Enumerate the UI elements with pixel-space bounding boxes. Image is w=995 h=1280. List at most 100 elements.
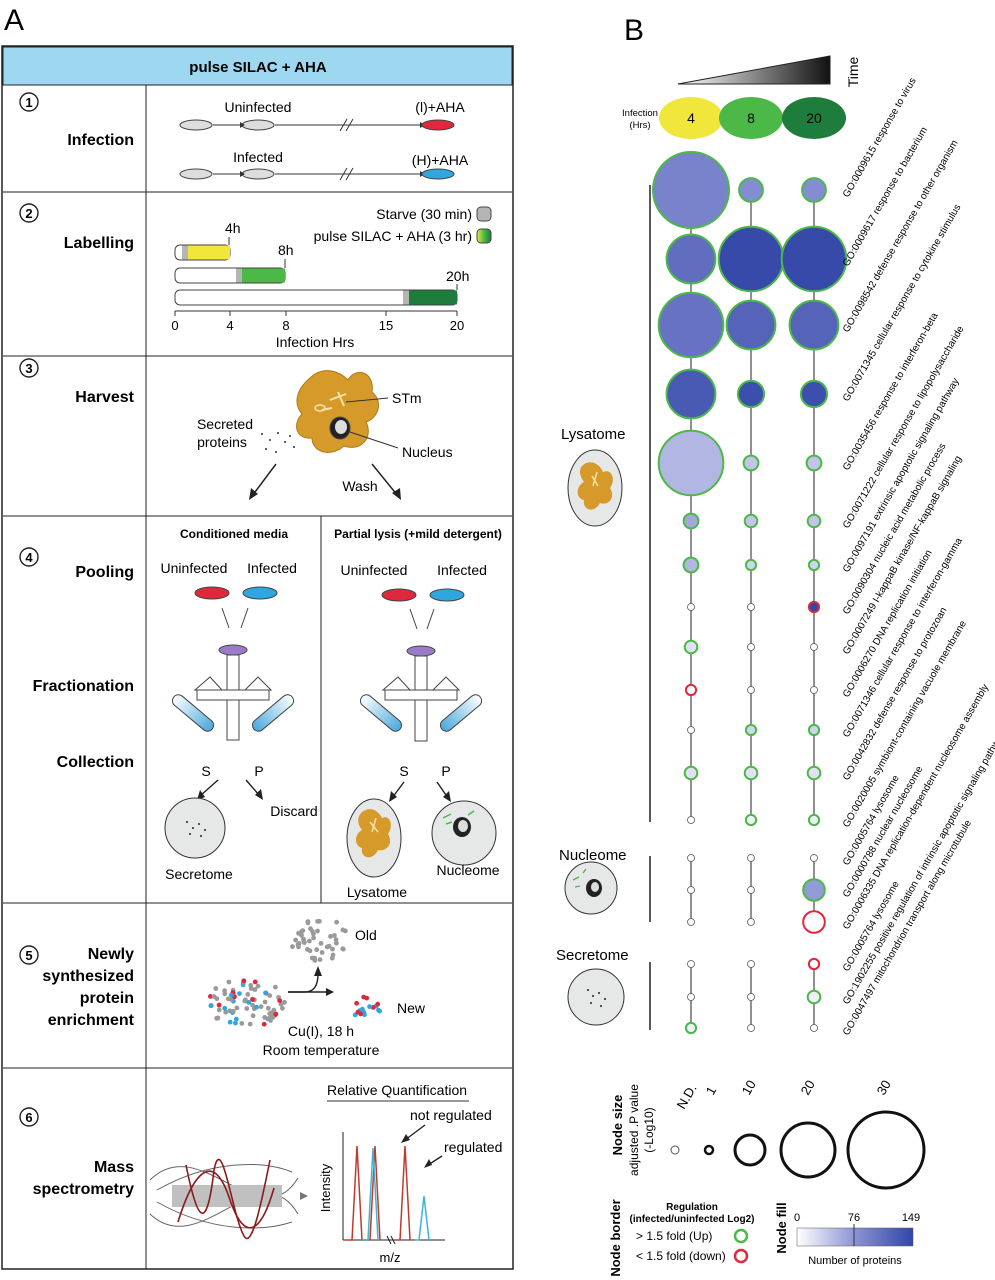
bubble-node [682, 512, 700, 530]
legend-size-nd: N.D. [674, 1081, 700, 1111]
bubble-node [687, 854, 695, 862]
step1-light-label: (l)+AHA [415, 99, 465, 115]
bubble-node [665, 368, 717, 420]
legend-fill-label: Number of proteins [808, 1255, 902, 1267]
bubble-node [788, 299, 840, 351]
bubble-node [687, 886, 695, 894]
bubble-node [687, 993, 695, 1001]
step4-title-collection: Collection [57, 754, 134, 771]
step5-condition1: Cu(I), 18 h [288, 1023, 354, 1039]
step3-wash: Wash [342, 478, 377, 494]
bubble-node [744, 723, 758, 737]
infection-label-2: (Hrs) [629, 120, 650, 131]
step5-diagram: Old New Cu(I), 18 h Room temperature [208, 918, 426, 1058]
legend-node-size-sub2: (-Log10) [642, 1107, 656, 1152]
step2-num: 2 [25, 206, 32, 221]
timepoint-oval-4 [659, 97, 723, 139]
legend-regulation-title: Regulation [666, 1202, 718, 1213]
bubble-node [657, 291, 725, 359]
new-protein-dots [352, 994, 382, 1018]
infection-label-1: Infection [622, 108, 658, 119]
panel-a-header-bar [2, 46, 513, 86]
step-titles: Infection Labelling Harvest Pooling Frac… [33, 132, 135, 1198]
legend-node-size-sub1: adjusted .P value [627, 1084, 641, 1176]
step4-left-infected: Infected [247, 560, 297, 576]
step4-lysatome: Lysatome [347, 884, 407, 900]
step3-stm: STm [392, 390, 422, 406]
step2-tick-20: 20 [450, 318, 464, 333]
bubble-node [747, 918, 755, 926]
old-protein-dots [290, 918, 348, 963]
bubble-node [682, 556, 700, 574]
bubble-node [687, 603, 695, 611]
step1-num: 1 [25, 95, 32, 110]
bubble-node [802, 910, 826, 934]
step1-uninfected: Uninfected [225, 99, 292, 115]
step3-proteins: proteins [197, 434, 247, 450]
step4-discard: Discard [270, 803, 317, 819]
go-term-label: GO:0047497 mitochondrion transport along… [841, 818, 974, 1038]
legend-size-20: 20 [798, 1077, 818, 1097]
group-annotations: Lysatome Nucleome Secretome [556, 185, 651, 1030]
legend-up-marker [733, 1228, 749, 1244]
bubble-node [744, 813, 758, 827]
bubble-node [807, 813, 821, 827]
bubble-node [725, 299, 777, 351]
step2-diagram: Starve (30 min) pulse SILAC + AHA (3 hr)… [171, 206, 492, 350]
step6-rel-quant: Relative Quantification [327, 1082, 467, 1098]
bubble-node [801, 177, 827, 203]
legend-size-30: 30 [874, 1077, 894, 1097]
step5-old: Old [355, 927, 377, 943]
go-term-label: GO:0009615 response to virus [841, 76, 919, 199]
step3-nucleus: Nucleus [402, 444, 453, 460]
legend-fill-tick-149: 149 [902, 1212, 920, 1224]
step2-tick-15: 15 [379, 318, 393, 333]
step2-axis-label: Infection Hrs [276, 334, 355, 350]
bubble-node [807, 600, 821, 614]
step1-title: Infection [67, 132, 134, 149]
step4-left-s: S [201, 763, 210, 779]
step4-right-s: S [399, 763, 408, 779]
step4-left-header: Conditioned media [180, 527, 288, 541]
bubble-node [742, 454, 760, 472]
step6-mz: m/z [380, 1250, 401, 1265]
go-term-label: GO:0071222 cellular response to lipopoly… [841, 324, 967, 531]
bubble-node [683, 639, 699, 655]
bubble-node [747, 854, 755, 862]
bubble-node [738, 177, 764, 203]
step2-starve: Starve (30 min) [376, 206, 472, 222]
step4-left-uninfected: Uninfected [161, 560, 228, 576]
legend-node-fill-title: Node fill [774, 1202, 789, 1253]
step3-diagram: STm Nucleus Secreted proteins Wash [197, 370, 453, 500]
bubble-node [747, 993, 755, 1001]
bubble-node [807, 558, 821, 572]
step4-num: 4 [25, 550, 33, 565]
bubble-node [780, 225, 848, 293]
step1-infected: Infected [233, 149, 283, 165]
bubble-node [736, 379, 766, 409]
legend-down-marker [733, 1248, 749, 1264]
step-numbers: 1 2 3 4 5 6 [19, 92, 39, 1127]
step4-title-fractionation: Fractionation [33, 678, 134, 695]
legend-fill-gradient [796, 1227, 914, 1247]
legend-node-size: Node size adjusted .P value (-Log10) N.D… [610, 1077, 926, 1190]
bubble-node [665, 233, 717, 285]
timepoint-label-8: 8 [747, 110, 755, 126]
step3-secreted: Secreted [197, 416, 253, 432]
timepoint-label-20: 20 [806, 110, 822, 126]
step4-right-p: P [441, 763, 450, 779]
step2-bar-label-8h: 8h [278, 242, 294, 258]
step2-title: Labelling [64, 235, 134, 252]
step6-regulated: regulated [444, 1139, 502, 1155]
bubble-node [802, 878, 826, 902]
bubble-node [687, 918, 695, 926]
step2-pulse: pulse SILAC + AHA (3 hr) [314, 228, 472, 244]
step5-title-line4: enrichment [48, 1012, 135, 1029]
bubble-node [683, 765, 699, 781]
time-label: Time [845, 56, 861, 87]
bubble-node [747, 603, 755, 611]
step5-title-line3: protein [80, 990, 134, 1007]
legend-size-1: 1 [703, 1084, 720, 1098]
bubble-node [806, 765, 822, 781]
